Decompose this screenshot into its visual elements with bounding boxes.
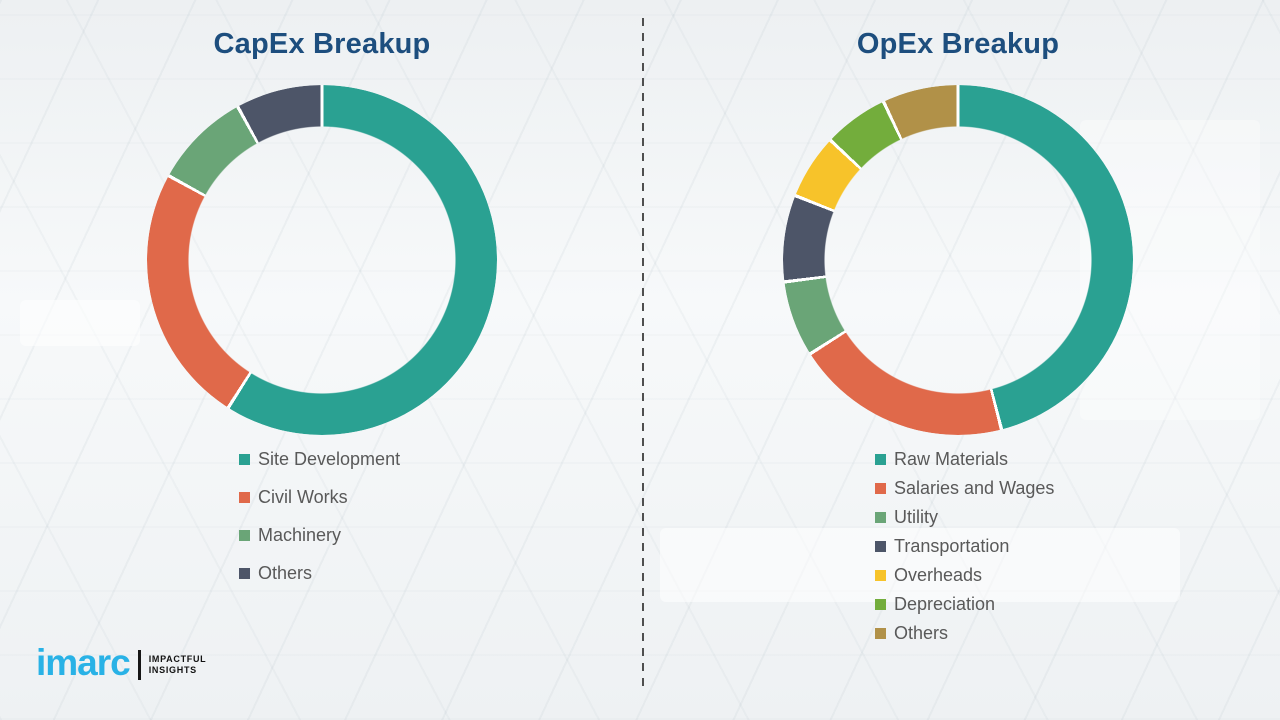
background-texture <box>660 528 1180 602</box>
legend-item: Civil Works <box>239 487 497 508</box>
capex-chart: CapEx Breakup Site Development Civil Work… <box>147 24 497 601</box>
legend-item: Site Development <box>239 449 497 470</box>
opex-chart: OpEx Breakup Raw Materials Salaries and W… <box>783 24 1133 652</box>
legend-label: Depreciation <box>894 594 996 614</box>
capex-legend: Site Development Civil Works Machinery Othe… <box>147 449 497 584</box>
opex-legend: Raw Materials Salaries and Wages Utility Tr… <box>783 449 1133 644</box>
legend-swatch <box>875 541 886 552</box>
legend-item: Transportation <box>875 536 1133 557</box>
legend-label: Civil Works <box>258 487 348 507</box>
legend-item: Machinery <box>239 525 497 546</box>
legend-swatch <box>875 454 886 465</box>
legend-label: Raw Materials <box>894 449 1009 469</box>
legend-item: Others <box>875 623 1133 644</box>
legend-label: Transportation <box>894 536 1010 556</box>
legend-item: Utility <box>875 507 1133 528</box>
imarc-logo-text: imarc <box>36 642 131 683</box>
logo-tagline: IMPACTFUL INSIGHTS <box>149 654 207 676</box>
capex-donut-chart <box>147 85 497 435</box>
opex-chart-title: OpEx Breakup <box>856 28 1060 60</box>
legend-label: Utility <box>894 507 938 527</box>
legend-swatch <box>239 492 250 503</box>
logo-tagline-line1: IMPACTFUL <box>148 653 207 664</box>
legend-item: Others <box>239 563 497 584</box>
legend-swatch <box>875 628 886 639</box>
legend-label: Others <box>258 563 313 583</box>
center-dashed-divider <box>642 18 644 692</box>
legend-item: Depreciation <box>875 594 1133 615</box>
legend-label: Others <box>894 623 949 643</box>
legend-swatch <box>239 568 250 579</box>
legend-label: Site Development <box>258 449 401 469</box>
legend-label: Machinery <box>258 525 342 545</box>
legend-swatch <box>875 483 886 494</box>
legend-label: Salaries and Wages <box>894 478 1055 498</box>
legend-swatch <box>875 599 886 610</box>
imarc-logo: imarc IMPACTFUL INSIGHTS <box>36 644 206 681</box>
legend-swatch <box>875 570 886 581</box>
legend-label: Overheads <box>894 565 983 585</box>
legend-swatch <box>239 454 250 465</box>
logo-tagline-line2: INSIGHTS <box>148 664 197 675</box>
legend-item: Overheads <box>875 565 1133 586</box>
logo-divider-bar <box>137 649 141 680</box>
legend-swatch <box>239 530 250 541</box>
legend-swatch <box>875 512 886 523</box>
background-texture <box>20 300 140 346</box>
legend-item: Salaries and Wages <box>875 478 1133 499</box>
opex-donut-chart <box>783 85 1133 435</box>
legend-item: Raw Materials <box>875 449 1133 470</box>
capex-chart-title: CapEx Breakup <box>213 28 431 60</box>
